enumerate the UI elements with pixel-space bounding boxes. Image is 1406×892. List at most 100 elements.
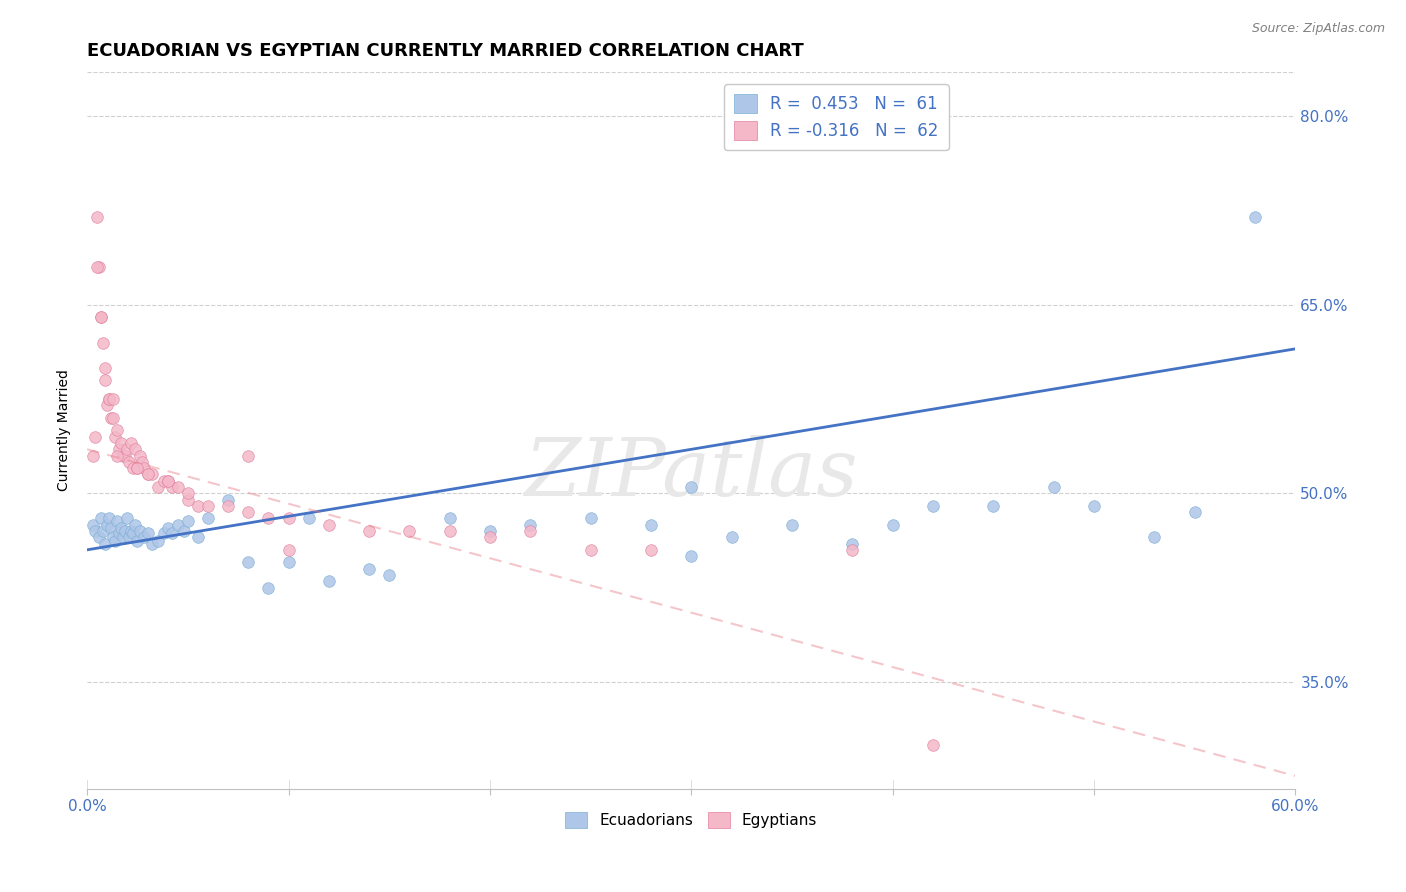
Point bbox=[141, 467, 163, 482]
Point bbox=[141, 536, 163, 550]
Point bbox=[131, 455, 153, 469]
Point bbox=[112, 449, 135, 463]
Point bbox=[197, 511, 219, 525]
Point bbox=[720, 530, 742, 544]
Point bbox=[187, 530, 209, 544]
Point bbox=[359, 562, 381, 576]
Point bbox=[359, 524, 381, 538]
Point bbox=[86, 260, 108, 275]
Point bbox=[922, 499, 945, 513]
Legend: Ecuadorians, Egyptians: Ecuadorians, Egyptians bbox=[560, 805, 824, 835]
Y-axis label: Currently Married: Currently Married bbox=[58, 369, 72, 491]
Point bbox=[90, 310, 112, 325]
Point bbox=[124, 442, 146, 457]
Point bbox=[156, 474, 179, 488]
Point bbox=[128, 449, 150, 463]
Point bbox=[579, 542, 602, 557]
Point bbox=[378, 568, 401, 582]
Point bbox=[100, 411, 122, 425]
Point bbox=[89, 530, 111, 544]
Point bbox=[112, 530, 135, 544]
Point bbox=[1184, 505, 1206, 519]
Point bbox=[841, 536, 863, 550]
Point bbox=[519, 524, 541, 538]
Point bbox=[122, 526, 145, 541]
Point bbox=[519, 517, 541, 532]
Point bbox=[177, 514, 200, 528]
Point bbox=[94, 373, 117, 387]
Point bbox=[257, 511, 280, 525]
Point bbox=[91, 524, 114, 538]
Point bbox=[277, 542, 299, 557]
Point bbox=[156, 474, 179, 488]
Point bbox=[84, 430, 107, 444]
Point bbox=[86, 210, 108, 224]
Point bbox=[238, 555, 260, 569]
Point bbox=[136, 526, 159, 541]
Point bbox=[177, 486, 200, 500]
Point bbox=[89, 260, 111, 275]
Point bbox=[146, 480, 169, 494]
Point bbox=[105, 424, 128, 438]
Text: ZIPatlas: ZIPatlas bbox=[524, 434, 858, 512]
Point bbox=[84, 524, 107, 538]
Point bbox=[173, 524, 195, 538]
Point bbox=[103, 392, 125, 406]
Point bbox=[152, 474, 174, 488]
Point bbox=[120, 524, 142, 538]
Point bbox=[217, 499, 239, 513]
Point bbox=[108, 526, 131, 541]
Point bbox=[1244, 210, 1267, 224]
Point bbox=[104, 430, 127, 444]
Point bbox=[122, 461, 145, 475]
Point bbox=[103, 530, 125, 544]
Point bbox=[398, 524, 420, 538]
Point bbox=[681, 549, 703, 563]
Point bbox=[640, 517, 662, 532]
Point bbox=[94, 536, 117, 550]
Point bbox=[217, 492, 239, 507]
Point bbox=[98, 511, 121, 525]
Point bbox=[136, 467, 159, 482]
Point bbox=[91, 335, 114, 350]
Point bbox=[90, 511, 112, 525]
Point bbox=[127, 534, 149, 549]
Point bbox=[124, 517, 146, 532]
Point bbox=[1143, 530, 1166, 544]
Point bbox=[439, 511, 461, 525]
Point bbox=[103, 411, 125, 425]
Point bbox=[1083, 499, 1105, 513]
Point bbox=[98, 392, 121, 406]
Text: Source: ZipAtlas.com: Source: ZipAtlas.com bbox=[1251, 22, 1385, 36]
Point bbox=[187, 499, 209, 513]
Point bbox=[105, 449, 128, 463]
Text: ECUADORIAN VS EGYPTIAN CURRENTLY MARRIED CORRELATION CHART: ECUADORIAN VS EGYPTIAN CURRENTLY MARRIED… bbox=[87, 42, 804, 60]
Point bbox=[127, 461, 149, 475]
Point bbox=[681, 480, 703, 494]
Point bbox=[105, 514, 128, 528]
Point bbox=[277, 511, 299, 525]
Point bbox=[94, 360, 117, 375]
Point bbox=[117, 511, 139, 525]
Point bbox=[166, 517, 188, 532]
Point bbox=[90, 310, 112, 325]
Point bbox=[780, 517, 803, 532]
Point bbox=[96, 398, 118, 412]
Point bbox=[120, 436, 142, 450]
Point bbox=[922, 738, 945, 752]
Point bbox=[579, 511, 602, 525]
Point bbox=[100, 521, 122, 535]
Point bbox=[118, 530, 141, 544]
Point bbox=[478, 530, 501, 544]
Point bbox=[298, 511, 321, 525]
Point bbox=[128, 524, 150, 538]
Point bbox=[882, 517, 904, 532]
Point bbox=[156, 521, 179, 535]
Point bbox=[478, 524, 501, 538]
Point bbox=[238, 505, 260, 519]
Point bbox=[160, 526, 183, 541]
Point bbox=[439, 524, 461, 538]
Point bbox=[108, 442, 131, 457]
Point bbox=[177, 492, 200, 507]
Point bbox=[160, 480, 183, 494]
